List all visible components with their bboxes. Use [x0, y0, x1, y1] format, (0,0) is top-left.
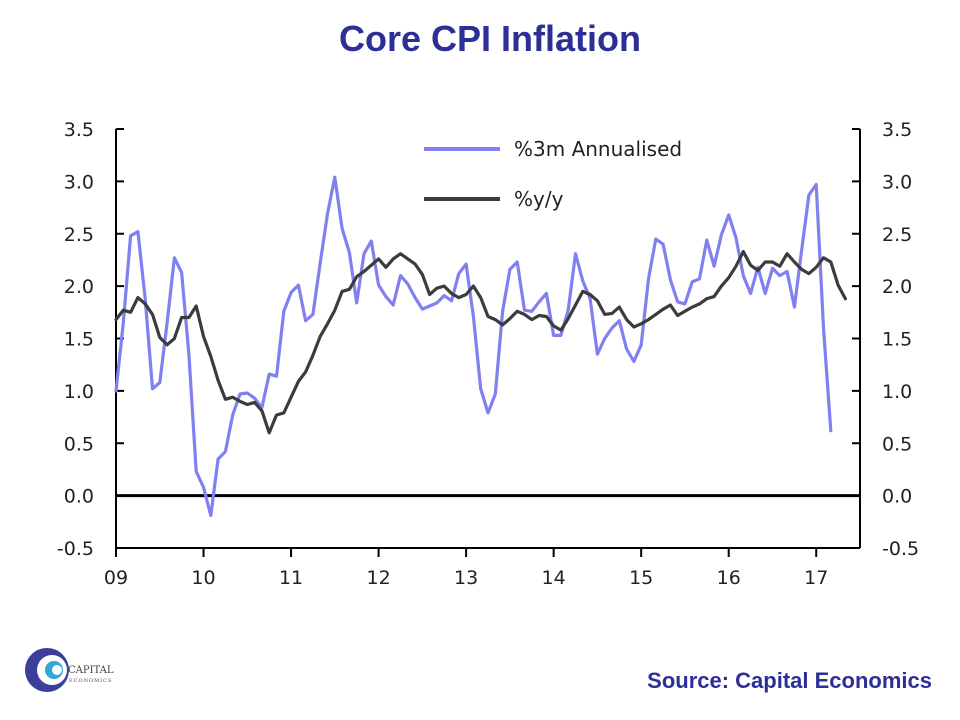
x-tick-label: 11 — [279, 567, 303, 589]
series-line-annualised — [114, 175, 833, 518]
x-tick-label: 14 — [542, 567, 566, 589]
x-tick-label: 15 — [629, 567, 653, 589]
y-tick-label-right: 0.5 — [882, 433, 912, 455]
x-tick-label: 17 — [804, 567, 828, 589]
y-tick-label-left: 3.5 — [64, 119, 94, 141]
y-tick-label-right: 3.0 — [882, 171, 912, 193]
capital-economics-logo: CAPITAL ECONOMICS — [25, 648, 114, 692]
logo-line-1: CAPITAL — [68, 665, 114, 676]
x-tick-label: 10 — [191, 567, 215, 589]
y-tick-label-left: 1.0 — [64, 381, 94, 403]
x-tick-label: 13 — [454, 567, 478, 589]
y-tick-label-left: 0.0 — [64, 486, 94, 508]
x-tick-label: 09 — [104, 567, 128, 589]
legend-label: %y/y — [514, 187, 564, 211]
y-tick-label-left: 3.0 — [64, 171, 94, 193]
y-tick-label-right: 2.5 — [882, 224, 912, 246]
y-tick-label-left: 1.5 — [64, 329, 94, 351]
x-tick-label: 16 — [717, 567, 741, 589]
source-note: Source: Capital Economics — [647, 668, 932, 693]
logo-line-2: ECONOMICS — [69, 678, 112, 684]
y-tick-label-right: -0.5 — [882, 538, 919, 560]
y-tick-label-right: 2.0 — [882, 276, 912, 298]
y-tick-label-left: 2.5 — [64, 224, 94, 246]
y-tick-label-left: 0.5 — [64, 433, 94, 455]
series-line-yoy — [114, 250, 848, 435]
chart-legend: %3m Annualised %y/y — [424, 137, 682, 211]
page-title: Core CPI Inflation — [338, 18, 641, 59]
legend-label: %3m Annualised — [514, 137, 682, 161]
y-tick-label-right: 3.5 — [882, 119, 912, 141]
y-tick-label-right: 0.0 — [882, 486, 912, 508]
chart-axes: -0.5 -0.5 0.0 0.0 0.5 0.5 1.0 1.0 1.5 1.5 2.0 2.0 2.… — [57, 119, 919, 589]
y-tick-label-right: 1.0 — [882, 381, 912, 403]
y-tick-label-right: 1.5 — [882, 329, 912, 351]
y-tick-label-left: 2.0 — [64, 276, 94, 298]
x-tick-label: 12 — [366, 567, 390, 589]
chart-series — [114, 175, 848, 518]
y-tick-label-left: -0.5 — [57, 538, 94, 560]
